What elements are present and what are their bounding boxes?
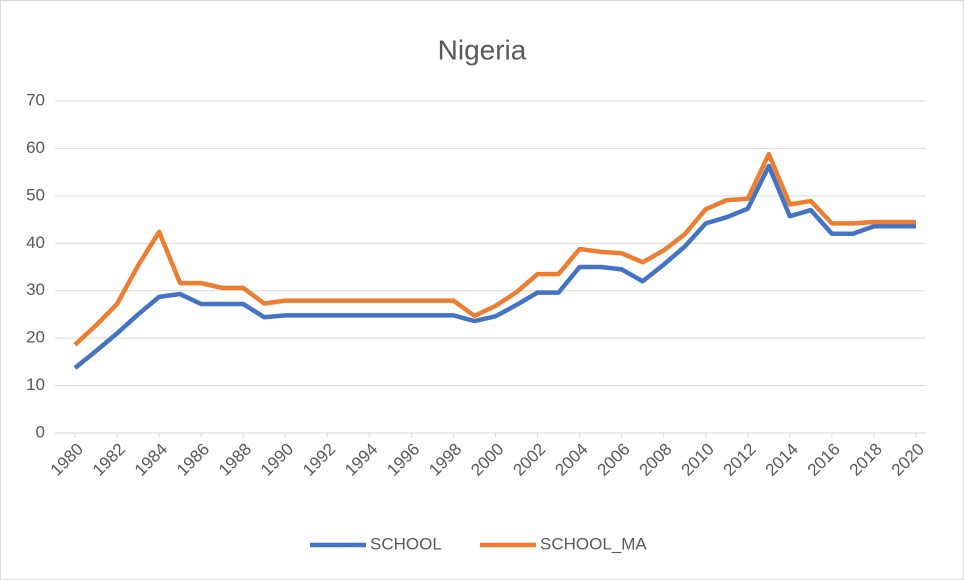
chart-title: Nigeria (438, 34, 527, 65)
y-tick-label: 20 (26, 328, 45, 347)
y-tick-label: 40 (26, 233, 45, 252)
series-line (73, 163, 916, 370)
series-line (73, 151, 916, 347)
legend-label: SCHOOL_MA (540, 534, 647, 553)
y-tick-label: 70 (26, 90, 45, 109)
legend-label: SCHOOL (370, 534, 442, 553)
y-tick-label: 0 (36, 422, 45, 441)
y-tick-label: 60 (26, 138, 45, 157)
y-tick-label: 30 (26, 280, 45, 299)
y-tick-label: 10 (26, 375, 45, 394)
y-tick-label: 50 (26, 185, 45, 204)
